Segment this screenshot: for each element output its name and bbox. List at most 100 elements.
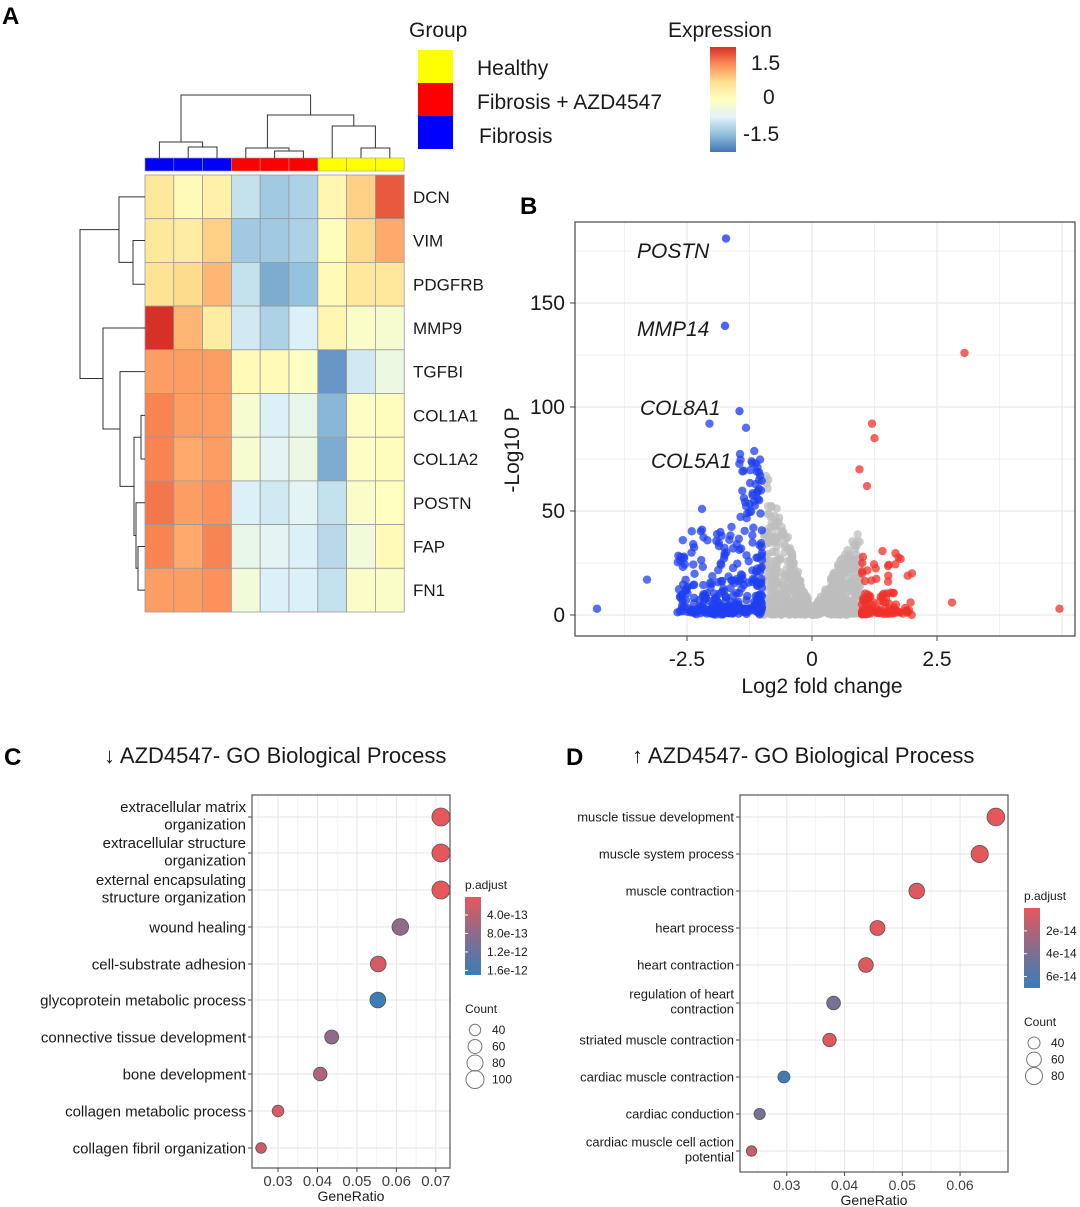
heatmap-cell — [259, 393, 290, 438]
heatmap-cell — [317, 349, 347, 394]
volcano-point-down — [748, 531, 757, 540]
volcano-point-up — [860, 576, 870, 586]
heatmap-cell — [346, 524, 376, 569]
volcano-point-ns — [843, 546, 852, 555]
volcano-point-ns — [816, 596, 826, 606]
plot-background — [575, 222, 1075, 636]
heatmap-cell — [259, 436, 290, 482]
volcano-point-down — [733, 559, 742, 568]
x-tick-label: 0.04 — [831, 1177, 858, 1193]
volcano-point-down — [699, 580, 708, 590]
heatmap-cell — [144, 567, 175, 613]
volcano-point-down — [757, 578, 766, 588]
go-term-dot — [745, 1145, 758, 1157]
volcano-point-down — [721, 592, 730, 601]
volcano-point-down — [697, 504, 707, 514]
heatmap-cell — [346, 349, 376, 394]
row-label: DCN — [413, 188, 450, 207]
volcano-point-down — [689, 580, 699, 589]
go-term-label: structure organization — [102, 889, 246, 906]
volcano-point-down — [708, 572, 717, 581]
go-term-dot — [255, 1142, 267, 1154]
row-label: MMP9 — [413, 319, 462, 338]
go-term-dot — [869, 920, 886, 936]
volcano-point-labeled — [721, 234, 731, 243]
x-tick-label: 2.5 — [922, 648, 951, 671]
group-annotation-cell — [173, 157, 203, 172]
group-legend-label: Fibrosis — [479, 125, 553, 148]
group-legend-label: Healthy — [477, 57, 549, 80]
volcano-point-ns — [792, 578, 801, 588]
p-adjust-legend-tick: 6e-14 — [1046, 970, 1077, 984]
heatmap-cell — [173, 393, 204, 438]
volcano-point-ns — [795, 600, 804, 609]
volcano-point-ns — [815, 609, 824, 619]
volcano-point-ns — [760, 532, 769, 541]
volcano-point-ns — [764, 596, 774, 606]
heatmap-cell — [259, 174, 290, 220]
volcano-point-ns — [848, 602, 857, 612]
volcano-point-ns — [763, 484, 772, 493]
x-tick-label: 0.04 — [303, 1173, 332, 1190]
volcano-point-down — [750, 501, 759, 510]
volcano-point-down — [687, 527, 696, 536]
volcano-point-down — [748, 574, 758, 584]
x-tick-label: 0.06 — [382, 1173, 411, 1190]
volcano-point-down — [711, 600, 720, 610]
heatmap-cell — [173, 261, 204, 307]
go-term-label: glycoprotein metabolic process — [40, 992, 246, 1009]
volcano-point-ns — [768, 547, 777, 557]
volcano-point-down — [739, 493, 749, 503]
volcano-point-ns — [835, 576, 844, 585]
expression-legend-tick: -1.5 — [743, 123, 779, 146]
volcano-point-down — [678, 535, 688, 545]
volcano-point-down — [698, 562, 708, 572]
volcano-point-down — [754, 468, 764, 477]
expression-legend-title: Expression — [668, 19, 772, 42]
volcano-point-up — [858, 558, 867, 568]
p-adjust-legend-tick: 1.2e-12 — [487, 945, 528, 959]
go-term-label: organization — [164, 852, 246, 869]
go-term-label: extracellular structure — [103, 835, 246, 852]
dendrogram-branch — [180, 94, 312, 142]
heatmap-cell — [374, 261, 405, 307]
go-term-dot — [431, 843, 451, 863]
volcano-point-down — [735, 576, 745, 585]
count-legend-title: Count — [465, 1002, 498, 1016]
go-term-dot — [313, 1066, 328, 1082]
volcano-point-up — [858, 552, 868, 562]
heatmap-cell — [288, 174, 319, 220]
volcano-point-up — [883, 577, 893, 586]
heatmap-cell — [230, 305, 261, 351]
volcano-point-up — [870, 434, 879, 443]
go-term-dot — [369, 955, 387, 973]
go-term-dot — [431, 807, 451, 827]
x-tick-label: -2.5 — [669, 648, 705, 671]
heatmap-cell — [374, 524, 405, 569]
heatmap-cell — [173, 567, 204, 613]
volcano-point-ns — [775, 553, 784, 562]
volcano-point-down — [727, 522, 736, 532]
heatmap-cell — [144, 261, 175, 307]
volcano-point-down — [755, 541, 764, 550]
volcano-point-down — [736, 455, 745, 464]
go-term-dot — [369, 991, 387, 1009]
count-legend-title: Count — [1024, 1015, 1057, 1029]
go-term-label: connective tissue development — [41, 1029, 247, 1046]
row-label: FN1 — [413, 581, 445, 600]
heatmap-cell — [374, 480, 405, 525]
row-label: FAP — [413, 537, 445, 556]
volcano-point-ns — [852, 588, 862, 597]
panel-letter-b: B — [520, 193, 537, 220]
volcano-point-down — [738, 486, 747, 495]
expression-colorbar — [710, 47, 736, 152]
panel-letter-d: D — [566, 744, 583, 771]
go-term-dot — [986, 807, 1006, 827]
row-label: TGFBI — [413, 363, 463, 382]
count-legend-circle — [1025, 1067, 1043, 1085]
heatmap-cell — [230, 524, 261, 569]
p-adjust-colorbar — [1024, 908, 1040, 988]
heatmap-cell — [317, 261, 347, 307]
heatmap-cell — [173, 436, 204, 482]
